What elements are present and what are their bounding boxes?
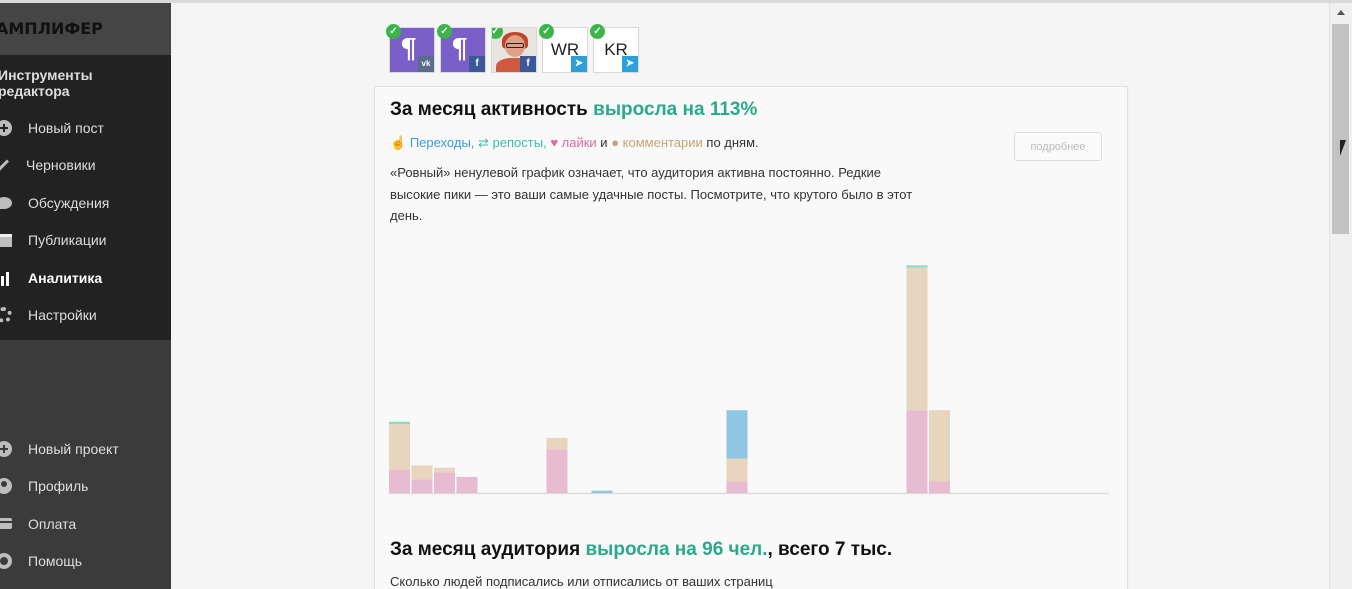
chart-bar-likes-3[interactable] [456, 476, 478, 493]
check-icon: ✓ [437, 24, 452, 39]
activity-title: За месяц активность выросла на 113% [390, 99, 758, 120]
pencil-icon [0, 159, 10, 172]
sidebar-item-label: Обсуждения [28, 194, 110, 211]
account-avatar-vk[interactable]: ¶ ✓ vk [386, 24, 435, 73]
legend-comments: ● комментарии [611, 135, 703, 150]
sidebar-item-analytics[interactable]: Аналитика [0, 259, 171, 297]
user-icon [0, 478, 12, 495]
check-icon: ✓ [386, 24, 401, 39]
sidebar-item-label: Аналитика [28, 269, 103, 286]
chart-bar-comments-0[interactable] [389, 424, 410, 470]
sidebar-lower-menu: Новый проект Профиль Оплата Помощь [0, 430, 171, 580]
chart-bar-clicks-15[interactable] [726, 410, 748, 459]
brand-logo[interactable]: АМПЛИФЕР [0, 3, 171, 55]
amplifer-logo-icon: ¶ [451, 34, 469, 65]
sidebar: АМПЛИФЕР Инструменты редактора Новый пос… [0, 3, 171, 589]
details-button[interactable]: подробнее [1014, 132, 1102, 161]
sidebar-item-label: Новый пост [28, 119, 104, 136]
mouse-cursor-icon [1340, 140, 1346, 156]
facebook-icon: f [520, 56, 536, 72]
chart-bar-comments-7[interactable] [546, 437, 568, 450]
account-list: ¶ ✓ vk ¶ ✓ f ✓ f WR ✓ ➤ KR ✓ ➤ [386, 24, 639, 73]
legend-reposts: ⇄ репосты, [478, 135, 547, 150]
legend-likes: ♥ лайки [550, 135, 597, 150]
amplifer-logo-icon: ¶ [400, 34, 418, 65]
tools-title: Инструменты редактора [0, 67, 93, 99]
chart-bar-comments-1[interactable] [411, 465, 433, 480]
chart-bar-reposts-23[interactable] [906, 265, 928, 268]
analytics-card: За месяц активность выросла на 113% ☝ Пе… [374, 86, 1128, 589]
activity-description: «Ровный» ненулевой график означает, что … [390, 165, 913, 223]
activity-chart [389, 265, 1109, 495]
sidebar-item-payment[interactable]: Оплата [0, 505, 171, 543]
comment-icon [0, 196, 12, 209]
chart-bar-likes-24[interactable] [929, 481, 950, 494]
calendar-icon [0, 233, 12, 247]
activity-legend: ☝ Переходы, ⇄ репосты, ♥ лайки и ● комме… [390, 135, 759, 150]
sidebar-item-profile[interactable]: Профиль [0, 468, 171, 506]
vk-icon: vk [418, 56, 434, 72]
sidebar-item-drafts[interactable]: Черновики [0, 147, 171, 185]
sidebar-item-publications[interactable]: Публикации [0, 222, 171, 260]
chart-bar-clicks-9[interactable] [591, 490, 613, 493]
sidebar-item-new-project[interactable]: Новый проект [0, 430, 171, 468]
account-avatar-telegram-kr[interactable]: KR ✓ ➤ [590, 24, 639, 73]
activity-growth: выросла на 113% [593, 99, 758, 120]
chart-bar-likes-1[interactable] [411, 479, 433, 493]
chart-bar-reposts-0[interactable] [389, 421, 410, 424]
account-avatar-telegram-wr[interactable]: WR ✓ ➤ [539, 24, 588, 73]
chart-bar-likes-7[interactable] [546, 449, 568, 493]
chart-bar-comments-15[interactable] [726, 458, 748, 482]
account-avatar-facebook[interactable]: ¶ ✓ f [437, 24, 486, 73]
sidebar-item-discussions[interactable]: Обсуждения [0, 184, 171, 222]
sidebar-item-label: Публикации [28, 232, 107, 249]
audience-title: За месяц аудитория выросла на 96 чел., в… [390, 539, 893, 560]
editor-tools: Инструменты редактора Новый пост Чернови… [0, 55, 171, 340]
chart-bar-comments-23[interactable] [906, 267, 928, 411]
chart-bar-comments-2[interactable] [434, 467, 455, 473]
facebook-icon: f [469, 56, 485, 72]
check-icon: ✓ [590, 24, 605, 39]
sidebar-item-label: Помощь [28, 553, 83, 570]
audience-description: Сколько людей подписались или отписались… [390, 574, 773, 589]
sidebar-item-new-post[interactable]: Новый пост [0, 109, 171, 147]
plus-circle-icon [0, 440, 12, 457]
sidebar-item-label: Новый проект [28, 440, 119, 457]
audience-growth: выросла на 96 чел. [585, 539, 768, 560]
credit-card-icon [0, 518, 12, 530]
sidebar-item-label: Оплата [28, 515, 77, 532]
sidebar-item-label: Профиль [28, 478, 89, 495]
top-border [0, 0, 1352, 3]
telegram-icon: ➤ [622, 56, 638, 72]
scroll-thumb[interactable] [1332, 24, 1349, 234]
sidebar-item-label: Настройки [28, 307, 97, 324]
check-icon: ✓ [539, 24, 554, 39]
help-icon [0, 553, 12, 570]
chart-bar-likes-0[interactable] [389, 470, 410, 493]
chart-bar-likes-23[interactable] [906, 410, 928, 493]
sidebar-item-help[interactable]: Помощь [0, 543, 171, 581]
chart-bar-likes-15[interactable] [726, 481, 748, 494]
account-initials: KR [604, 40, 628, 59]
telegram-icon: ➤ [571, 56, 587, 72]
account-avatar-facebook-photo[interactable]: ✓ f [491, 27, 537, 73]
bar-chart-icon [0, 270, 12, 286]
gear-icon [0, 307, 12, 324]
check-icon: ✓ [492, 28, 503, 39]
plus-circle-icon [0, 119, 12, 136]
legend-clicks: ☝ Переходы, [390, 135, 475, 150]
scroll-up-arrow-icon[interactable] [1337, 10, 1345, 15]
chart-bar-comments-24[interactable] [929, 410, 950, 482]
account-initials: WR [550, 40, 580, 59]
chart-bar-likes-2[interactable] [434, 472, 455, 493]
sidebar-item-label: Черновики [26, 157, 96, 174]
sidebar-item-settings[interactable]: Настройки [0, 297, 171, 335]
vertical-scrollbar[interactable] [1329, 3, 1352, 589]
